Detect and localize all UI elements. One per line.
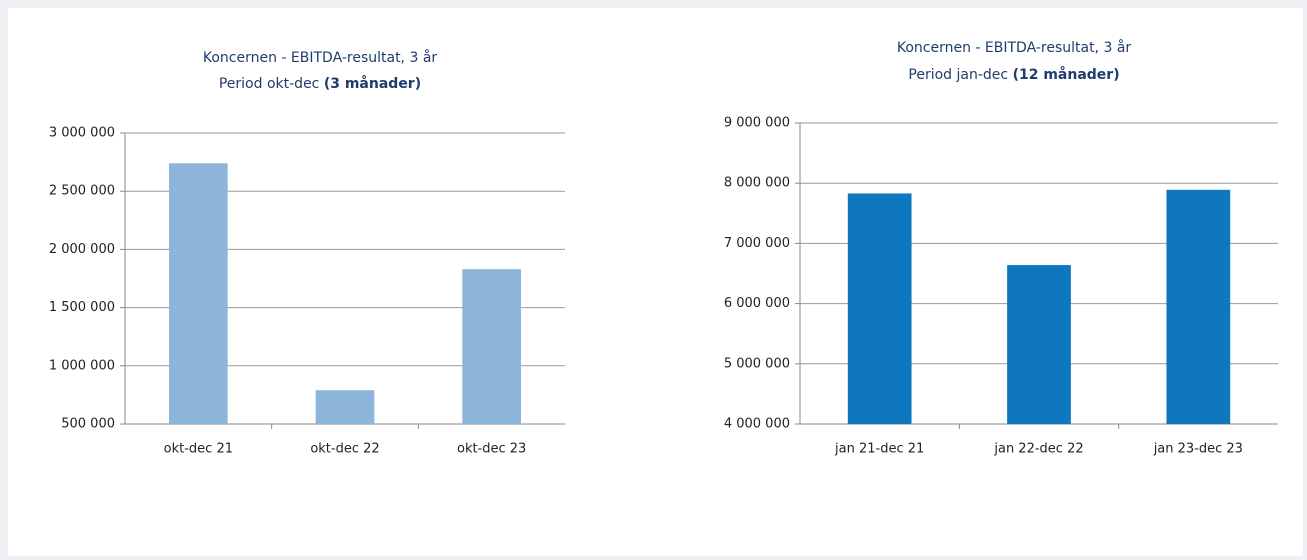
bar — [315, 390, 375, 424]
subtitle-bold: (3 månader) — [324, 75, 421, 92]
y-tick-label: 5 000 000 — [724, 356, 790, 371]
chart-title: Koncernen - EBITDA-resultat, 3 år — [203, 49, 438, 66]
x-tick-label: okt-dec 23 — [457, 442, 526, 457]
x-tick-label: okt-dec 22 — [310, 442, 379, 457]
bar — [169, 163, 228, 424]
y-tick-label: 500 000 — [61, 417, 115, 432]
bar — [1007, 265, 1071, 424]
bar — [847, 193, 912, 424]
x-tick-label: jan 21-dec 21 — [834, 442, 924, 457]
bar — [462, 269, 521, 424]
y-tick-label: 7 000 000 — [724, 236, 790, 251]
chart-subtitle: Period jan-dec (12 månader) — [908, 66, 1119, 83]
y-tick-label: 8 000 000 — [724, 176, 790, 191]
subtitle-text: Period jan-dec — [908, 67, 1008, 83]
y-tick-label: 2 500 000 — [49, 184, 115, 199]
y-tick-label: 2 000 000 — [49, 242, 115, 257]
x-tick-label: jan 23-dec 23 — [1153, 442, 1243, 457]
subtitle-text: Period okt-dec — [219, 76, 320, 92]
chart-subtitle: Period okt-dec (3 månader) — [219, 75, 421, 92]
chart-title: Koncernen - EBITDA-resultat, 3 år — [897, 39, 1132, 56]
y-tick-label: 9 000 000 — [724, 116, 790, 131]
x-tick-label: jan 22-dec 22 — [993, 442, 1083, 457]
subtitle-bold: (12 månader) — [1013, 66, 1120, 83]
y-tick-label: 1 500 000 — [49, 300, 115, 315]
y-tick-label: 4 000 000 — [724, 417, 790, 432]
y-tick-label: 1 000 000 — [49, 358, 115, 373]
y-tick-label: 6 000 000 — [724, 296, 790, 311]
bar — [1166, 189, 1231, 424]
x-tick-label: okt-dec 21 — [164, 442, 233, 457]
y-tick-label: 3 000 000 — [49, 126, 115, 141]
